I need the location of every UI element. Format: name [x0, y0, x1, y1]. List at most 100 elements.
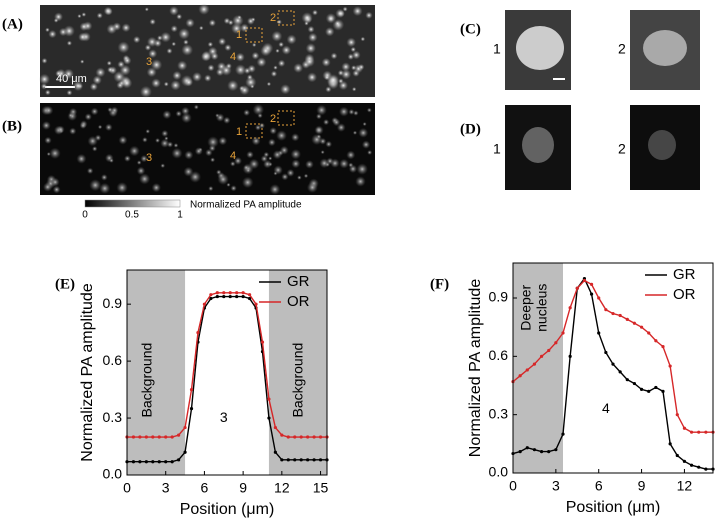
legend-label: GR [673, 266, 696, 283]
marker-label: 4 [230, 51, 236, 63]
cell-spot [291, 133, 300, 142]
y-axis-label: Normalized PA amplitude [467, 279, 484, 458]
point [704, 467, 708, 471]
x-tick-label: 9 [638, 478, 646, 494]
point [228, 291, 232, 295]
point [561, 331, 565, 335]
scale-label: 40 μm [56, 73, 87, 85]
colorbar-label: Normalized PA amplitude [190, 200, 302, 211]
cell-spot [356, 163, 368, 175]
annotation: 4 [602, 400, 610, 416]
cell-spot [164, 136, 169, 141]
point [222, 294, 226, 299]
cell-spot [149, 18, 156, 26]
cell-spot [160, 138, 170, 148]
cell-spot [350, 46, 357, 53]
point [518, 450, 522, 454]
point [554, 448, 558, 452]
cell-spot [53, 12, 64, 22]
point [247, 293, 252, 297]
cell-spot [248, 158, 260, 170]
cell-spot [305, 43, 317, 54]
cell-spot [226, 182, 231, 187]
cell-spot [121, 23, 131, 33]
cell-spot [255, 124, 261, 131]
point [525, 446, 529, 450]
cell-spot [155, 137, 161, 143]
point [604, 308, 608, 312]
point [532, 448, 537, 452]
point [689, 430, 694, 434]
cell-spot [330, 52, 338, 60]
cell-spot [150, 59, 163, 71]
cell-spot [341, 69, 352, 80]
cell-spot [278, 41, 284, 48]
point [157, 435, 161, 439]
cell-spot [185, 18, 195, 28]
cell-spot [316, 104, 327, 116]
cell-spot [170, 25, 178, 33]
x-tick-label: 3 [552, 478, 560, 494]
cell-spot [169, 6, 179, 16]
cell-spot [100, 174, 108, 181]
point [661, 389, 665, 393]
marker-label: 2 [270, 12, 276, 24]
point [632, 381, 637, 386]
point [202, 302, 207, 306]
cell-spot [139, 85, 152, 98]
shaded-region [513, 263, 563, 473]
point [618, 313, 622, 318]
cell-spot [308, 32, 318, 43]
cell-spot [346, 37, 357, 48]
marker-label: 2 [270, 113, 276, 125]
cell-spot [170, 80, 181, 91]
cell-spot [260, 45, 272, 57]
cell-spot [275, 48, 280, 53]
cell-spot [361, 140, 371, 149]
cell-spot [306, 181, 318, 193]
x-tick-label: 12 [677, 478, 693, 494]
cell-spot [316, 134, 322, 140]
cell-spot [303, 173, 309, 179]
point [131, 435, 136, 439]
point [215, 294, 219, 299]
cell-spot [324, 74, 330, 81]
cell-spot [210, 52, 219, 61]
shaded-region [127, 270, 186, 475]
cell-spot [80, 59, 85, 64]
cell-spot [348, 164, 358, 174]
cell-spot [272, 150, 282, 160]
cell-spot [181, 44, 194, 56]
cell-spot [84, 113, 92, 121]
point [554, 341, 558, 345]
cell-spot [276, 19, 282, 25]
cell-spot [281, 173, 289, 181]
cell-spot [86, 167, 94, 175]
point [235, 294, 239, 299]
cell-spot [173, 143, 179, 148]
annotation: Deepernucleus [517, 284, 549, 332]
point [170, 460, 174, 464]
cell-spot [286, 34, 297, 45]
annotation-line: Deeper [517, 284, 533, 330]
cell-spot [44, 89, 51, 96]
point [589, 292, 594, 296]
cell-spot [148, 49, 158, 59]
cell-spot [107, 66, 114, 73]
cell-spot [227, 19, 234, 26]
cell-spot [207, 136, 219, 148]
cell-spot [63, 25, 75, 37]
point [247, 296, 252, 301]
x-tick-label: 0 [123, 480, 131, 496]
cell-spot [66, 89, 73, 96]
cell-spot [52, 185, 61, 194]
point [654, 339, 658, 343]
cell-spot [172, 70, 182, 81]
point [675, 413, 679, 417]
cell-spot [215, 113, 225, 122]
cell-spot [177, 60, 188, 71]
cell-spot [129, 145, 140, 157]
cell-spot [45, 27, 50, 33]
marker-label: 1 [236, 126, 242, 138]
point [260, 340, 265, 344]
